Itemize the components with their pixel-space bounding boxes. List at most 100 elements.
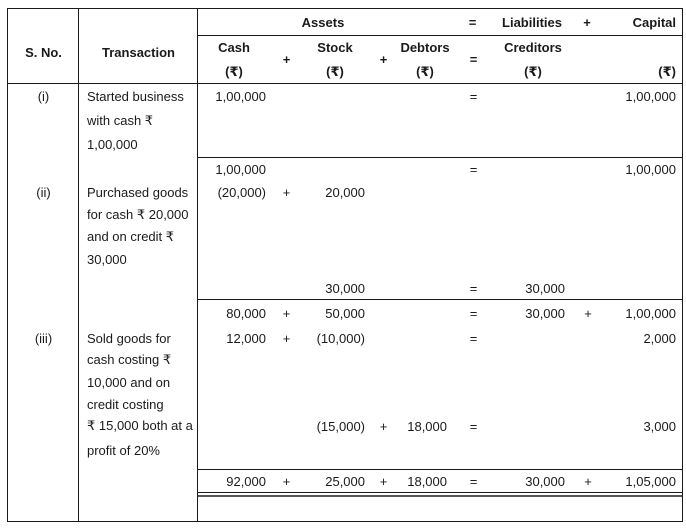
- cell-transaction: 10,000 and on: [87, 374, 171, 390]
- cell-equals: =: [469, 162, 478, 177]
- cell-operator: +: [379, 418, 388, 434]
- table-row: cash costing ₹: [8, 349, 682, 371]
- cell-stock: (15,000): [316, 418, 365, 434]
- cell-capital: 1,00,000: [625, 89, 676, 104]
- rupee-label: (₹): [658, 64, 676, 79]
- table-row: (ii) Purchased goods (20,000) + 20,000: [8, 181, 682, 204]
- plus-sign: +: [282, 52, 291, 67]
- cell-operator: +: [282, 306, 291, 321]
- cell-cash: (20,000): [217, 185, 266, 200]
- cell-stock: 30,000: [325, 281, 365, 296]
- header-row-columns: Cash (₹) + Stock (₹) + Debtors (₹) = Cre…: [8, 36, 682, 84]
- table-row: credit costing: [8, 393, 682, 415]
- table-row: (i) Started business 1,00,000 = 1,00,000: [8, 84, 682, 109]
- cell-sno: (i): [37, 89, 50, 104]
- cell-equals: =: [469, 306, 478, 321]
- col-header-capital-group: (₹): [607, 36, 682, 83]
- col-header-stock: Stock: [317, 40, 353, 55]
- table-row-totals: 92,000 + 25,000 + 18,000 = 30,000 + 1,05…: [8, 470, 682, 492]
- table-row: 1,00,000: [8, 133, 682, 155]
- cell-capital: 2,000: [643, 330, 676, 346]
- equation-header-group: Assets = Liabilities + Capital: [197, 9, 682, 36]
- plus-sign: +: [583, 14, 591, 30]
- cell-transaction: and on credit ₹: [87, 229, 175, 244]
- cell-stock: 25,000: [325, 473, 365, 489]
- col-header-capital: Capital: [632, 14, 676, 30]
- cell-operator: +: [379, 473, 388, 489]
- col-header-assets: Assets: [301, 14, 345, 30]
- col-header-stock-group: Stock (₹): [303, 36, 367, 83]
- cell-creditors: 30,000: [525, 306, 565, 321]
- balance-rule: [197, 299, 682, 300]
- cell-creditors: 30,000: [525, 281, 565, 296]
- rupee-label: (₹): [416, 64, 434, 79]
- cell-cash: 92,000: [226, 473, 266, 489]
- table-row: 30,000 = 30,000: [8, 278, 682, 299]
- col-header-debtors: Debtors: [400, 40, 450, 55]
- col-header-liabilities: Liabilities: [502, 14, 562, 30]
- cell-operator: +: [282, 473, 291, 489]
- table-header: S. No. Transaction Assets = Liabilities …: [8, 9, 682, 84]
- header-row-equation: Assets = Liabilities + Capital: [8, 9, 682, 36]
- table-row: and on credit ₹: [8, 226, 682, 248]
- cell-transaction: with cash ₹: [87, 113, 154, 128]
- cell-transaction: ₹ 15,000 both at a: [87, 418, 193, 433]
- cell-transaction: 1,00,000: [87, 136, 138, 152]
- cell-operator: +: [282, 185, 291, 200]
- cell-stock: 20,000: [325, 185, 365, 200]
- table-row: ₹ 15,000 both at a (15,000) + 18,000 = 3…: [8, 415, 682, 437]
- table-row: 30,000: [8, 248, 682, 270]
- cell-debtors: 18,000: [407, 473, 447, 489]
- balance-rule: [197, 157, 682, 158]
- col-header-transaction: Transaction: [102, 45, 175, 60]
- cell-sno: (ii): [36, 185, 51, 200]
- cell-stock: (10,000): [316, 330, 365, 346]
- col-header-sno: S. No.: [25, 45, 62, 60]
- grand-total-double-rule: [197, 492, 682, 497]
- cell-equals: =: [469, 473, 478, 489]
- equals-sign: =: [468, 14, 477, 30]
- col-header-cash: Cash: [218, 40, 250, 55]
- cell-operator: +: [584, 306, 592, 321]
- table-row: (iii) Sold goods for 12,000 + (10,000) =…: [8, 327, 682, 349]
- cell-cash: 12,000: [226, 330, 266, 346]
- cell-debtors: 18,000: [407, 418, 447, 434]
- accounting-equation-table: S. No. Transaction Assets = Liabilities …: [7, 8, 683, 522]
- table-row: 80,000 + 50,000 = 30,000 + 1,00,000: [8, 300, 682, 327]
- cell-transaction: 30,000: [87, 251, 127, 267]
- table-row: for cash ₹ 20,000: [8, 204, 682, 226]
- cell-cash: 80,000: [226, 306, 266, 321]
- cell-operator: +: [584, 473, 592, 489]
- col-header-cash-group: Cash (₹): [198, 36, 270, 83]
- rupee-label: (₹): [225, 64, 243, 79]
- table-row: profit of 20%: [8, 437, 682, 463]
- cell-operator: +: [282, 330, 291, 346]
- cell-capital: 3,000: [643, 418, 676, 434]
- cell-cash: 1,00,000: [215, 162, 266, 177]
- header-cell-empty: [569, 36, 607, 83]
- rupee-label: (₹): [524, 64, 542, 79]
- cell-stock: 50,000: [325, 306, 365, 321]
- cell-capital: 1,05,000: [625, 473, 676, 489]
- table-row: 1,00,000 = 1,00,000: [8, 158, 682, 181]
- cell-transaction: Sold goods for: [87, 330, 171, 346]
- cell-capital: 1,00,000: [625, 306, 676, 321]
- totals-rule: [197, 469, 682, 470]
- col-header-creditors: Creditors: [504, 40, 562, 55]
- col-header-creditors-group: Creditors (₹): [497, 36, 569, 83]
- column-divider-transaction: [197, 9, 198, 521]
- cell-cash: 1,00,000: [215, 89, 266, 104]
- cell-transaction: credit costing: [87, 396, 164, 412]
- cell-transaction: Started business: [87, 89, 184, 104]
- col-header-debtors-group: Debtors (₹): [400, 36, 450, 83]
- cell-capital: 1,00,000: [625, 162, 676, 177]
- cell-equals: =: [469, 418, 478, 434]
- cell-transaction: Purchased goods: [87, 185, 189, 200]
- row-spacer: [8, 270, 682, 278]
- cell-equals: =: [469, 89, 478, 104]
- rupee-label: (₹): [326, 64, 344, 79]
- cell-transaction: cash costing ₹: [87, 352, 172, 367]
- column-divider-sno: [78, 9, 79, 521]
- table-row: with cash ₹: [8, 109, 682, 133]
- cell-sno: (iii): [34, 330, 53, 346]
